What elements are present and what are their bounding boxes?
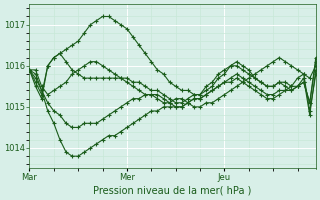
X-axis label: Pression niveau de la mer( hPa ): Pression niveau de la mer( hPa ) xyxy=(93,186,252,196)
